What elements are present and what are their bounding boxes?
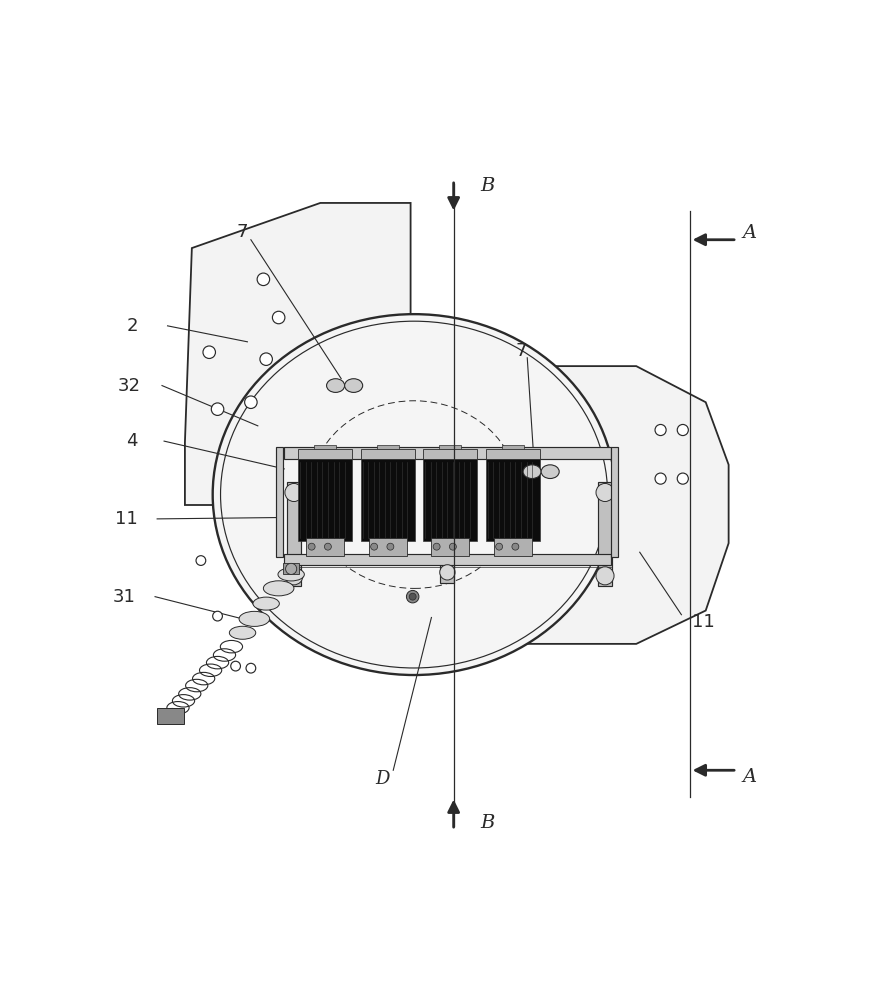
Bar (439, 445, 461, 449)
Polygon shape (513, 366, 728, 644)
Bar (486, 449, 539, 459)
Ellipse shape (541, 465, 559, 479)
Text: 4: 4 (125, 432, 137, 450)
Circle shape (324, 543, 332, 550)
Text: B: B (480, 177, 495, 195)
Bar (298, 459, 352, 541)
Ellipse shape (278, 568, 305, 581)
Text: 7: 7 (516, 342, 528, 360)
Bar (502, 445, 523, 449)
Bar (431, 538, 470, 556)
Circle shape (596, 567, 614, 585)
Circle shape (440, 565, 455, 580)
Ellipse shape (523, 465, 541, 479)
Text: D: D (375, 770, 390, 788)
Bar (284, 554, 610, 565)
Circle shape (246, 663, 255, 673)
Bar (599, 482, 612, 586)
Bar (284, 447, 610, 459)
Text: 31: 31 (113, 588, 136, 606)
Bar (423, 459, 478, 541)
Circle shape (211, 403, 224, 415)
Circle shape (450, 543, 456, 550)
Bar (377, 445, 399, 449)
Bar (441, 486, 454, 583)
Bar (287, 482, 301, 586)
Circle shape (677, 424, 688, 436)
Ellipse shape (253, 597, 280, 610)
Circle shape (231, 661, 240, 671)
Circle shape (677, 473, 688, 484)
Circle shape (387, 543, 394, 550)
Circle shape (596, 483, 614, 502)
Circle shape (196, 556, 206, 565)
Text: 7: 7 (237, 223, 248, 241)
Circle shape (257, 273, 270, 286)
Text: 11: 11 (692, 613, 715, 631)
Circle shape (433, 543, 440, 550)
Ellipse shape (345, 379, 363, 392)
Text: B: B (480, 814, 495, 832)
Circle shape (495, 543, 503, 550)
Ellipse shape (229, 626, 255, 639)
Ellipse shape (212, 314, 616, 675)
Ellipse shape (263, 581, 294, 596)
Circle shape (260, 353, 272, 365)
Bar (360, 459, 415, 541)
Circle shape (245, 396, 257, 408)
Circle shape (409, 593, 416, 600)
Circle shape (371, 543, 377, 550)
Polygon shape (185, 203, 410, 505)
Text: A: A (743, 224, 756, 242)
Circle shape (655, 424, 666, 436)
Bar (283, 563, 299, 574)
Bar (423, 449, 478, 459)
Circle shape (203, 346, 215, 358)
Ellipse shape (326, 379, 345, 392)
Circle shape (212, 611, 222, 621)
Bar (369, 538, 407, 556)
Text: 2: 2 (127, 317, 139, 335)
Text: 32: 32 (118, 377, 141, 395)
Bar (360, 449, 415, 459)
Bar (610, 447, 617, 557)
Bar (486, 459, 539, 541)
Circle shape (440, 488, 455, 504)
Circle shape (512, 543, 519, 550)
Bar (494, 538, 531, 556)
Circle shape (285, 483, 303, 502)
Text: 11: 11 (115, 510, 137, 528)
Circle shape (655, 473, 666, 484)
Bar (314, 445, 336, 449)
Bar (276, 447, 283, 557)
Bar (306, 538, 344, 556)
Ellipse shape (239, 611, 270, 626)
Circle shape (407, 590, 419, 603)
Circle shape (286, 563, 297, 574)
Text: A: A (743, 768, 756, 786)
Bar (298, 449, 352, 459)
Circle shape (308, 543, 315, 550)
Bar (157, 708, 184, 724)
Circle shape (285, 567, 303, 585)
Circle shape (272, 311, 285, 324)
